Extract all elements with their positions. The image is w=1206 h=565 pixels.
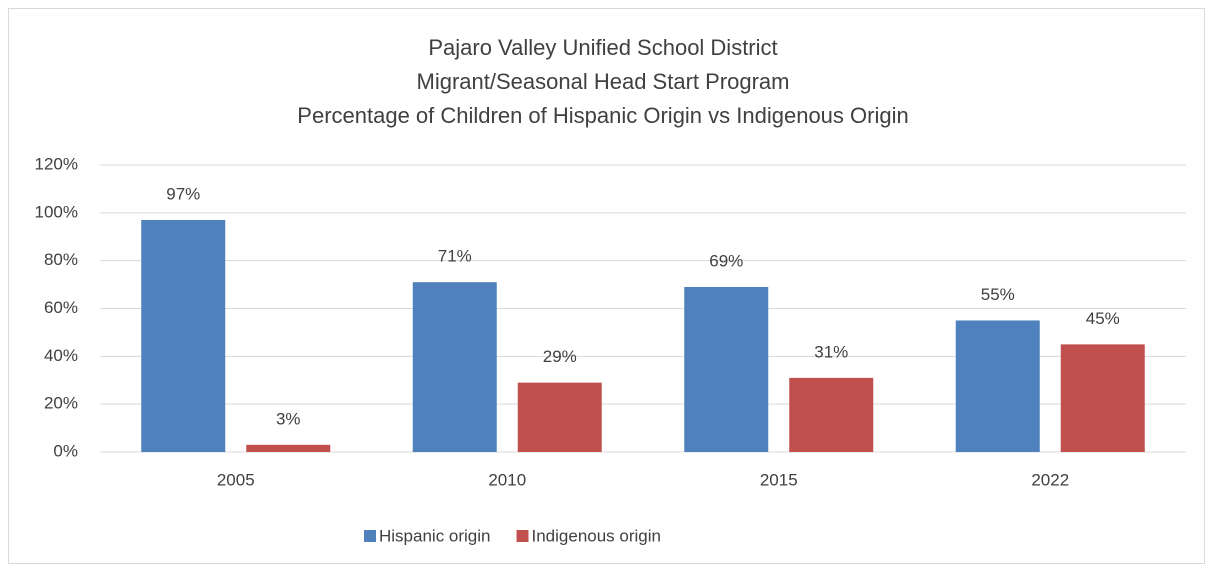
y-tick-label: 100% bbox=[35, 202, 78, 221]
bar bbox=[141, 220, 226, 452]
chart-border bbox=[8, 8, 1205, 564]
legend-swatch bbox=[516, 530, 529, 542]
data-label: 97% bbox=[166, 184, 200, 203]
legend-label: Indigenous origin bbox=[532, 526, 661, 545]
data-label: 55% bbox=[981, 285, 1015, 304]
bar bbox=[246, 444, 331, 452]
bar bbox=[1060, 344, 1145, 452]
chart-title: Migrant/Seasonal Head Start Program bbox=[417, 69, 790, 94]
x-tick-label: 2022 bbox=[1031, 470, 1069, 489]
y-tick-label: 60% bbox=[44, 298, 78, 317]
legend-label: Hispanic origin bbox=[379, 526, 491, 545]
data-label: 3% bbox=[276, 409, 301, 428]
data-label: 69% bbox=[709, 251, 743, 270]
bar bbox=[955, 320, 1040, 452]
x-tick-label: 2015 bbox=[760, 470, 798, 489]
chart-title: Percentage of Children of Hispanic Origi… bbox=[297, 103, 908, 128]
data-label: 29% bbox=[543, 347, 577, 366]
x-tick-label: 2010 bbox=[488, 470, 526, 489]
bar bbox=[517, 382, 602, 452]
legend-swatch bbox=[364, 530, 376, 542]
y-tick-label: 20% bbox=[44, 394, 78, 413]
y-tick-label: 120% bbox=[35, 154, 78, 173]
chart-title: Pajaro Valley Unified School District bbox=[428, 35, 777, 60]
y-tick-label: 40% bbox=[44, 346, 78, 365]
data-label: 71% bbox=[438, 247, 472, 266]
y-tick-label: 0% bbox=[53, 441, 78, 460]
bar bbox=[684, 286, 769, 452]
data-label: 31% bbox=[814, 342, 848, 361]
x-tick-label: 2005 bbox=[217, 470, 255, 489]
data-label: 45% bbox=[1086, 309, 1120, 328]
bar bbox=[412, 282, 497, 452]
y-tick-label: 80% bbox=[44, 250, 78, 269]
bar bbox=[789, 377, 874, 452]
